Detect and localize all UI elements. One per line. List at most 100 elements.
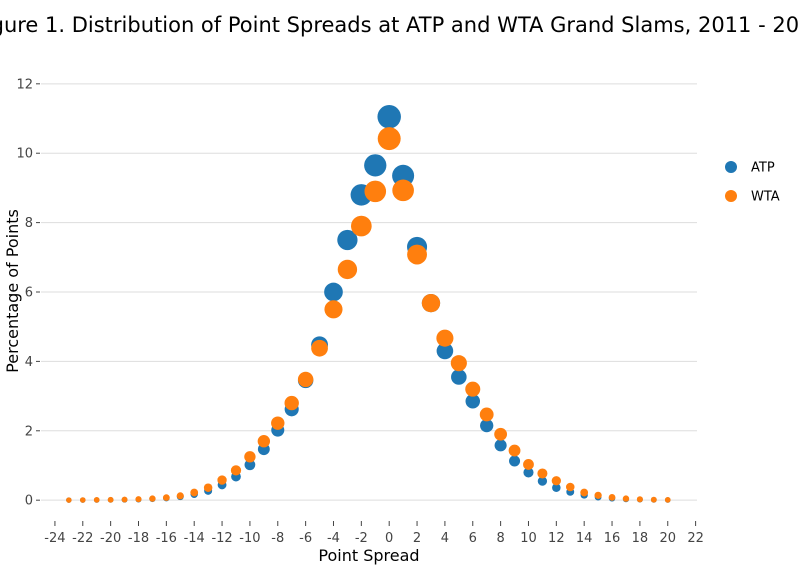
x-tick-label: 16: [604, 531, 621, 546]
point-wta[interactable]: [324, 300, 343, 319]
point-wta[interactable]: [66, 497, 72, 503]
point-atp[interactable]: [377, 105, 401, 129]
x-tick-label: 12: [548, 531, 565, 546]
x-tick-label: -22: [72, 531, 93, 546]
point-wta[interactable]: [311, 339, 328, 357]
point-wta[interactable]: [79, 497, 86, 503]
legend-marker-atp[interactable]: [725, 161, 737, 173]
point-wta[interactable]: [284, 395, 299, 411]
point-wta[interactable]: [230, 465, 242, 476]
x-tick-label: 8: [496, 531, 504, 546]
point-wta[interactable]: [93, 497, 100, 503]
point-atp[interactable]: [451, 369, 467, 385]
y-tick-label: 4: [25, 355, 33, 370]
point-wta[interactable]: [392, 179, 414, 202]
point-wta[interactable]: [479, 407, 494, 422]
data-points: [66, 105, 671, 503]
point-wta[interactable]: [176, 492, 184, 500]
point-atp[interactable]: [537, 476, 548, 486]
point-atp[interactable]: [337, 229, 358, 251]
x-tick-label: 4: [441, 531, 449, 546]
point-wta[interactable]: [351, 215, 372, 237]
point-atp[interactable]: [523, 467, 534, 478]
point-wta[interactable]: [537, 468, 548, 479]
x-tick-label: -16: [156, 531, 177, 546]
x-tick-label: -12: [211, 531, 232, 546]
point-wta[interactable]: [594, 491, 602, 499]
point-wta[interactable]: [121, 496, 128, 503]
x-tick-label: 14: [576, 531, 593, 546]
x-axis-title: Point Spread: [318, 546, 419, 565]
series-atp: [66, 105, 671, 503]
x-tick-label: -18: [128, 531, 149, 546]
chart-title: Figure 1. Distribution of Point Spreads …: [0, 13, 800, 37]
point-wta[interactable]: [149, 495, 156, 502]
y-tick-label: 10: [16, 147, 33, 162]
point-wta[interactable]: [580, 488, 589, 497]
point-atp[interactable]: [436, 342, 454, 360]
point-wta[interactable]: [217, 475, 227, 485]
point-wta[interactable]: [551, 476, 561, 486]
y-tick-label: 8: [25, 216, 33, 231]
y-axis: 0 2 4 6 8 10 12: [16, 77, 40, 509]
point-atp[interactable]: [494, 439, 507, 452]
series-wta: [66, 127, 671, 503]
point-wta[interactable]: [436, 329, 454, 347]
point-wta[interactable]: [508, 444, 521, 457]
point-wta[interactable]: [257, 435, 271, 448]
point-wta[interactable]: [337, 259, 358, 280]
x-tick-label: -4: [327, 531, 340, 546]
point-wta[interactable]: [465, 381, 481, 397]
legend-label-wta[interactable]: WTA: [751, 190, 780, 205]
point-wta[interactable]: [664, 497, 671, 503]
point-wta[interactable]: [407, 244, 427, 265]
x-tick-label: -24: [44, 531, 65, 546]
point-wta[interactable]: [608, 494, 616, 501]
legend-label-atp[interactable]: ATP: [751, 161, 775, 176]
point-atp[interactable]: [552, 483, 561, 492]
point-wta[interactable]: [636, 496, 643, 503]
point-wta[interactable]: [364, 180, 387, 203]
y-tick-label: 6: [25, 286, 33, 301]
point-atp[interactable]: [324, 282, 343, 302]
point-wta[interactable]: [494, 427, 508, 441]
x-tick-label: 10: [520, 531, 537, 546]
point-wta[interactable]: [135, 496, 142, 503]
x-tick-label: 0: [385, 531, 393, 546]
x-tick-label: 18: [632, 531, 649, 546]
point-wta[interactable]: [244, 451, 256, 463]
point-wta[interactable]: [377, 127, 401, 151]
point-wta[interactable]: [107, 496, 114, 503]
legend-marker-wta[interactable]: [725, 190, 737, 202]
point-atp[interactable]: [244, 459, 256, 471]
x-tick-label: 20: [659, 531, 676, 546]
x-tick-label: 2: [413, 531, 421, 546]
point-wta[interactable]: [190, 488, 199, 497]
x-tick-label: -10: [239, 531, 260, 546]
grid-lines: [41, 83, 697, 501]
y-tick-label: 0: [25, 494, 33, 509]
point-wta[interactable]: [203, 483, 213, 492]
x-axis: -24 -22 -20 -18 -16 -14 -12 -10 -8 -6 -4 -2 0 2 4 6 8 10 1…: [44, 521, 704, 546]
point-wta[interactable]: [565, 482, 575, 492]
point-wta[interactable]: [162, 494, 170, 501]
point-atp[interactable]: [364, 154, 387, 177]
point-atp[interactable]: [509, 455, 521, 467]
point-wta[interactable]: [297, 371, 314, 388]
x-tick-label: -6: [299, 531, 312, 546]
point-atp[interactable]: [480, 418, 494, 433]
y-axis-title: Percentage of Points: [3, 209, 22, 373]
legend: ATP WTA: [725, 161, 780, 205]
point-wta[interactable]: [450, 355, 467, 372]
point-wta[interactable]: [523, 459, 534, 470]
y-tick-label: 12: [16, 77, 33, 92]
x-tick-label: 22: [687, 531, 704, 546]
point-wta[interactable]: [622, 495, 630, 502]
point-wta[interactable]: [421, 293, 441, 313]
x-tick-label: -14: [184, 531, 205, 546]
point-wta[interactable]: [650, 496, 657, 503]
point-atp[interactable]: [465, 394, 481, 409]
point-wta[interactable]: [271, 416, 285, 430]
x-tick-label: -2: [355, 531, 368, 546]
